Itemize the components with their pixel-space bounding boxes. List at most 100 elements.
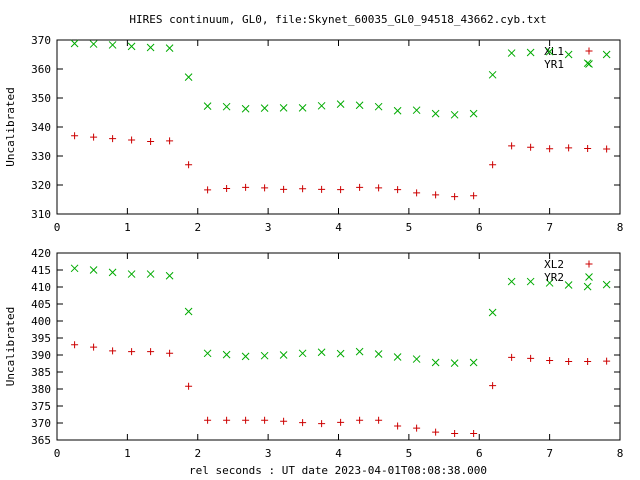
data-point-yr1 [469,109,478,118]
legend-marker-yr2 [585,273,593,281]
y-tick-label: 390 [31,349,51,362]
data-point-xl2 [147,348,155,356]
data-point-yr2 [355,347,364,356]
data-point-yr1 [336,100,345,108]
data-point-xl2 [90,343,98,351]
data-point-xl2 [166,349,174,357]
data-point-xl1 [489,161,497,169]
series-xl2 [71,341,611,438]
data-point-xl2 [204,416,212,424]
data-point-yr2 [127,270,136,278]
data-point-yr2 [526,277,535,286]
data-point-yr2 [393,353,402,361]
data-point-xl2 [527,354,535,362]
data-point-yr2 [450,359,459,368]
data-point-yr1 [165,44,174,52]
data-point-xl1 [432,191,440,199]
data-point-xl2 [280,417,288,425]
data-point-yr1 [298,104,307,112]
y-tick-label: 310 [31,208,51,221]
x-tick-label: 8 [617,447,624,460]
y-tick-label: 410 [31,281,51,294]
data-point-xl1 [242,183,250,191]
data-point-yr2 [374,350,383,358]
data-point-yr2 [412,355,421,363]
data-point-yr2 [222,350,231,359]
data-point-xl2 [546,356,554,364]
x-tick-label: 7 [546,447,553,460]
data-point-xl1 [147,138,155,145]
y-tick-label: 340 [31,121,51,134]
top-panel: 0 1 2 3 4 5 6 7 8 310 320 330 340 350 360 370 Uncalibrat… [4,34,623,234]
data-point-xl1 [185,161,193,169]
chart-title: HIRES continuum, GL0, file:Skynet_60035_… [129,13,546,26]
data-point-xl2 [299,419,307,427]
x-tick-label: 3 [265,221,272,234]
data-point-yr2 [317,348,326,357]
data-point-xl1 [470,192,478,200]
data-point-yr2 [260,351,269,360]
data-point-yr2 [184,307,193,316]
x-tick-label: 2 [194,221,201,234]
data-point-xl2 [489,382,497,390]
data-point-yr2 [602,280,611,289]
data-point-xl2 [451,430,459,438]
data-point-yr1 [127,42,136,51]
data-point-xl1 [261,184,269,192]
data-point-xl2 [356,416,364,424]
data-point-yr1 [317,101,326,110]
data-point-xl2 [565,357,573,365]
data-point-xl1 [166,137,174,145]
data-point-xl1 [356,183,364,191]
data-point-xl1 [204,186,212,194]
data-point-yr2 [298,349,307,358]
data-point-yr1 [70,39,79,48]
data-point-xl1 [546,145,554,153]
legend-label-yr1: YR1 [544,58,564,71]
data-point-xl1 [413,189,421,197]
x-tick-label: 3 [265,447,272,460]
y-tick-label: 375 [31,400,51,413]
x-axis-label: rel seconds : UT date 2023-04-01T08:08:3… [189,464,487,477]
data-point-xl2 [584,357,592,365]
data-point-xl2 [128,348,136,356]
x-tick-label: 1 [124,221,131,234]
data-point-yr2 [545,279,554,287]
y-tick-label: 385 [31,366,51,379]
data-point-yr2 [431,358,440,367]
y-tick-label: 420 [31,247,51,260]
data-point-xl1 [223,184,231,192]
data-point-xl2 [432,428,440,436]
data-point-yr1 [374,102,383,111]
data-point-yr1 [393,106,402,115]
data-point-xl2 [318,420,326,428]
x-tick-label: 1 [124,447,131,460]
legend-marker-xl1 [585,47,593,55]
data-point-yr2 [146,270,155,278]
data-point-yr2 [203,349,212,358]
series-yr2 [70,264,611,368]
data-point-yr1 [507,49,516,57]
data-point-yr1 [431,109,440,118]
data-point-yr1 [526,48,535,57]
data-point-xl2 [508,353,516,361]
data-point-xl1 [603,145,611,153]
x-tick-label: 7 [546,221,553,234]
y-axis-label: Uncalibrated [4,307,17,386]
data-point-xl2 [603,357,611,365]
data-point-xl2 [261,416,269,424]
y-tick-label: 370 [31,34,51,47]
y-tick-label: 400 [31,315,51,328]
data-point-xl2 [375,416,383,424]
data-point-yr1 [564,50,573,59]
data-point-yr2 [583,282,592,291]
data-point-yr1 [146,43,155,52]
data-point-xl1 [280,185,288,193]
data-point-xl2 [71,341,79,349]
y-tick-label: 380 [31,383,51,396]
data-point-xl2 [185,382,193,390]
data-point-yr1 [184,73,193,81]
data-point-yr1 [450,110,459,119]
data-point-yr2 [336,349,345,358]
